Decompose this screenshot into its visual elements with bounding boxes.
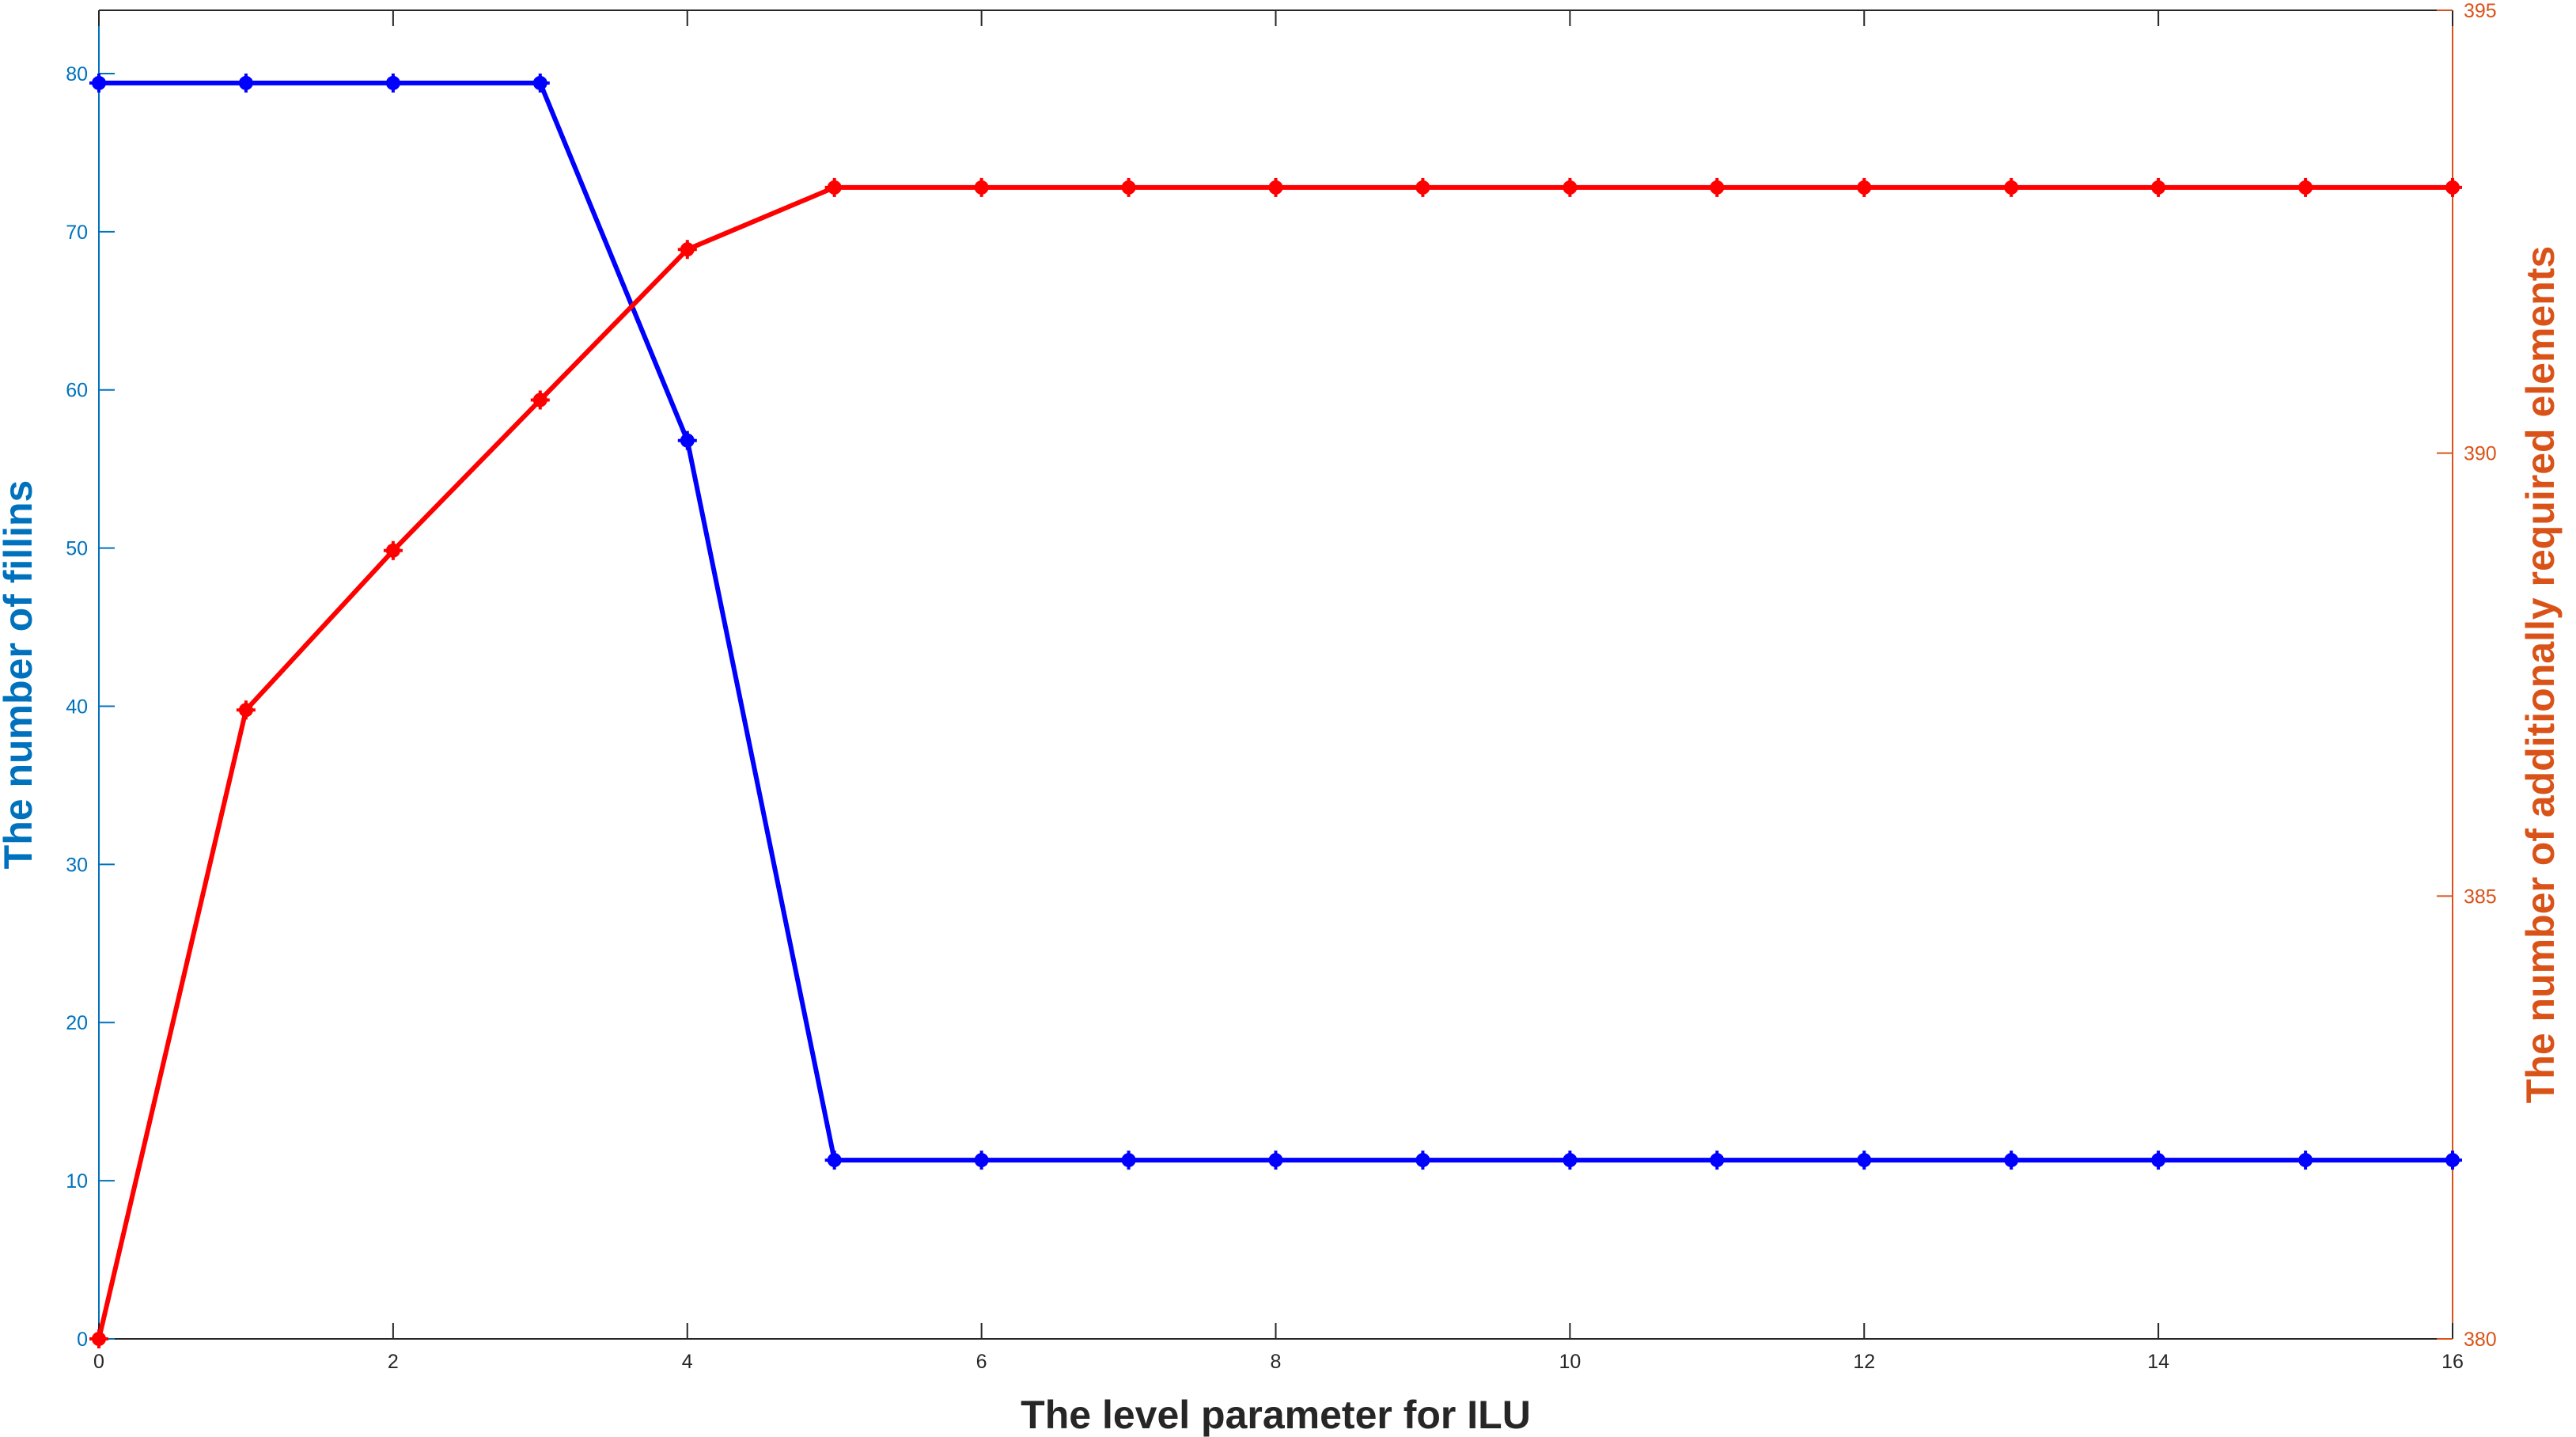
data-point-right: [2002, 177, 2021, 197]
data-point-right: [530, 390, 550, 410]
data-point-left: [1119, 1151, 1138, 1170]
data-point-left: [677, 430, 697, 450]
left-y-tick-label: 70: [66, 222, 88, 244]
data-point-right: [1266, 177, 1286, 197]
left-y-tick-label: 40: [66, 696, 88, 718]
data-point-left: [89, 73, 108, 93]
data-point-right: [1413, 177, 1433, 197]
x-tick-label: 16: [2442, 1351, 2464, 1373]
data-point-left: [2149, 1151, 2169, 1170]
data-point-left: [2296, 1151, 2316, 1170]
left-y-tick-label: 20: [66, 1012, 88, 1034]
left-y-tick-label: 30: [66, 854, 88, 876]
right-y-tick-label: 385: [2464, 885, 2497, 908]
data-point-left: [236, 73, 256, 93]
data-point-left: [1413, 1151, 1433, 1170]
x-tick-label: 10: [1559, 1351, 1581, 1373]
x-tick-label: 2: [388, 1351, 399, 1373]
data-point-right: [383, 540, 403, 560]
data-point-right: [2296, 177, 2316, 197]
right-y-axis-label: The number of additionally required elem…: [2518, 246, 2563, 1104]
data-point-right: [1854, 177, 1874, 197]
data-point-right: [972, 177, 991, 197]
left-y-tick-label: 50: [66, 538, 88, 560]
x-tick-label: 14: [2147, 1351, 2169, 1373]
data-point-left: [530, 73, 550, 93]
data-point-left: [1266, 1151, 1286, 1170]
data-point-right: [2149, 177, 2169, 197]
data-point-left: [383, 73, 403, 93]
right-y-tick-label: 380: [2464, 1329, 2497, 1351]
data-point-left: [1560, 1151, 1580, 1170]
left-y-tick-label: 10: [66, 1170, 88, 1192]
data-point-left: [1707, 1151, 1727, 1170]
data-point-right: [89, 1329, 108, 1348]
axes: 0 2 4 6 8 10 12 14 16 0 10 20 30 40 50 60 70 80 380 385 390 3…: [66, 0, 2497, 1373]
series-layer: [89, 73, 2462, 1348]
left-y-tick-label: 0: [77, 1329, 88, 1351]
data-point-left: [972, 1151, 991, 1170]
data-point-right: [236, 700, 256, 720]
right-y-tick-label: 390: [2464, 443, 2497, 465]
data-point-right: [1119, 177, 1138, 197]
series-line-left: [99, 80, 2453, 1163]
left-y-tick-label: 80: [66, 63, 88, 85]
x-tick-label: 0: [93, 1351, 104, 1373]
data-point-left: [1854, 1151, 1874, 1170]
left-y-tick-label: 60: [66, 380, 88, 402]
data-point-right: [1707, 177, 1727, 197]
right-y-tick-label: 395: [2464, 0, 2497, 22]
data-point-right: [677, 240, 697, 260]
data-point-right: [1560, 177, 1580, 197]
x-tick-label: 12: [1853, 1351, 1875, 1373]
x-tick-label: 4: [682, 1351, 693, 1373]
data-point-left: [2443, 1151, 2462, 1170]
data-point-right: [2443, 177, 2462, 197]
x-tick-label: 8: [1271, 1351, 1282, 1373]
data-point-left: [824, 1151, 844, 1170]
x-axis-label: The level parameter for ILU: [1021, 1393, 1531, 1437]
data-point-right: [824, 177, 844, 197]
left-y-axis-label: The number of fillins: [0, 480, 40, 870]
x-tick-label: 6: [976, 1351, 987, 1373]
data-point-left: [2002, 1151, 2021, 1170]
